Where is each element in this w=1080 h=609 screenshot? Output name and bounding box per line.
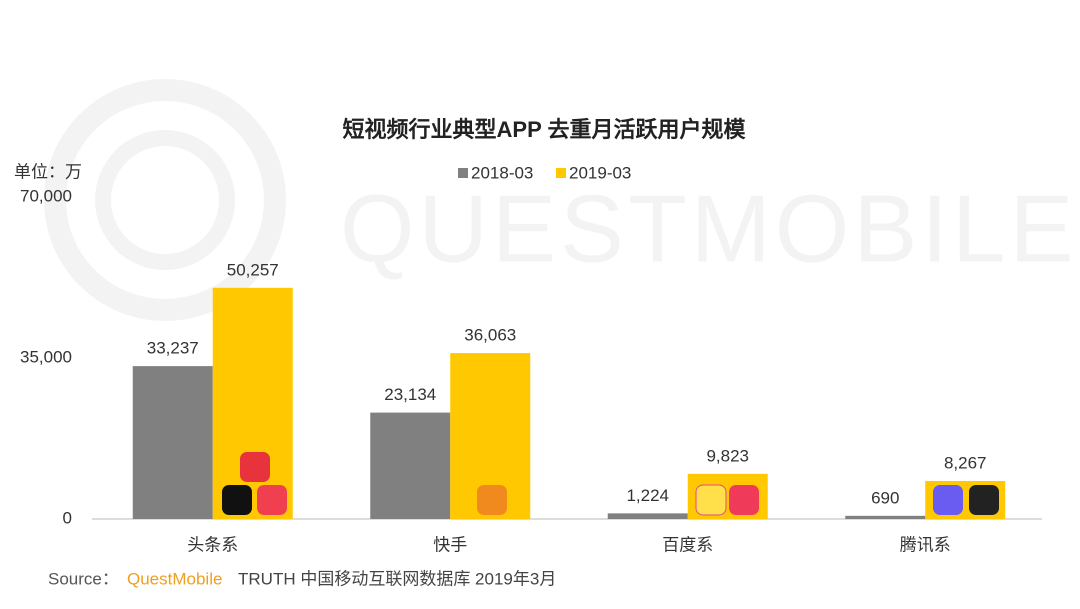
bar <box>132 366 213 519</box>
bar <box>212 287 293 519</box>
y-unit: 单位：万 <box>14 162 82 181</box>
app-icon <box>933 485 963 515</box>
app-icon <box>222 485 252 515</box>
x-tick-label: 头条系 <box>187 535 238 554</box>
value-label: 8,267 <box>944 453 987 472</box>
x-tick-label: 腾讯系 <box>900 535 951 554</box>
watermark: QUESTMOBILE <box>340 175 1077 282</box>
app-icon <box>695 484 727 516</box>
source-label: Source： <box>48 569 119 588</box>
legend-swatch <box>458 168 468 178</box>
legend-label: 2019-03 <box>569 163 631 182</box>
legend-label: 2018-03 <box>471 163 533 182</box>
app-icon <box>477 485 507 515</box>
value-label: 23,134 <box>384 385 436 404</box>
x-tick-label: 百度系 <box>662 535 713 554</box>
value-label: 36,063 <box>464 326 516 345</box>
legend-swatch <box>556 168 566 178</box>
app-icon <box>240 452 270 482</box>
bar <box>607 513 688 519</box>
chart-title: 短视频行业典型APP 去重月活跃用户规模 <box>343 117 747 142</box>
y-tick-label: 0 <box>63 508 72 527</box>
source-text: TRUTH 中国移动互联网数据库 2019年3月 <box>238 569 556 588</box>
watermark-logo <box>44 79 286 321</box>
value-label: 50,257 <box>227 260 279 279</box>
x-tick-label: 快手 <box>433 535 467 554</box>
app-icon <box>969 485 999 515</box>
value-label: 9,823 <box>706 446 749 465</box>
app-icon <box>729 485 759 515</box>
bar <box>845 515 926 519</box>
source-brand: QuestMobile <box>127 569 222 588</box>
bar <box>370 412 451 519</box>
app-icon <box>257 485 287 515</box>
value-label: 33,237 <box>147 339 199 358</box>
watermark-logo <box>95 130 235 270</box>
y-tick-label: 35,000 <box>20 347 72 366</box>
value-label: 690 <box>871 488 899 507</box>
value-label: 1,224 <box>626 486 669 505</box>
y-tick-label: 70,000 <box>20 186 72 205</box>
